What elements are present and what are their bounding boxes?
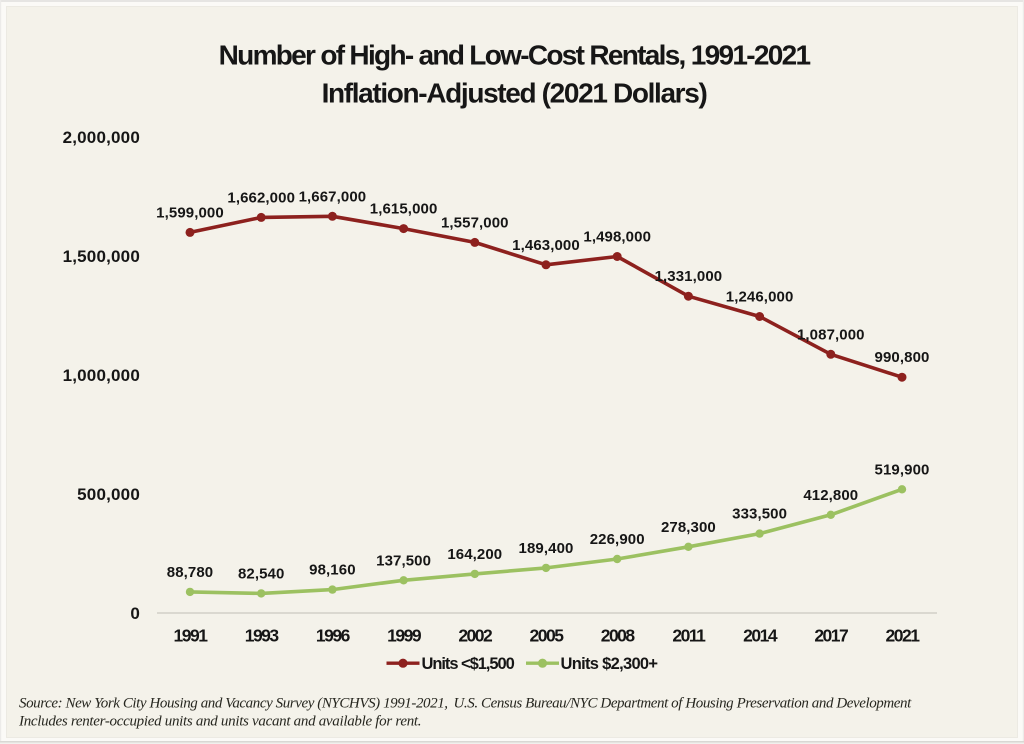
svg-text:990,800: 990,800	[875, 349, 930, 366]
svg-text:1991: 1991	[174, 626, 209, 646]
svg-text:1996: 1996	[316, 626, 351, 646]
svg-text:412,800: 412,800	[803, 487, 858, 504]
svg-text:2011: 2011	[672, 626, 706, 646]
svg-text:2002: 2002	[458, 626, 493, 646]
svg-text:519,900: 519,900	[875, 461, 930, 478]
svg-text:189,400: 189,400	[519, 540, 574, 557]
svg-text:Includes renter-occupied units: Includes renter-occupied units and units…	[18, 714, 421, 730]
svg-text:Inflation-Adjusted (2021 Dolla: Inflation-Adjusted (2021 Dollars)	[322, 78, 707, 109]
svg-text:Units <$1,500: Units <$1,500	[422, 655, 515, 673]
svg-text:333,500: 333,500	[732, 506, 787, 523]
svg-text:98,160: 98,160	[309, 562, 355, 579]
svg-text:1,000,000: 1,000,000	[63, 366, 140, 385]
svg-text:278,300: 278,300	[661, 519, 716, 536]
svg-text:164,200: 164,200	[447, 546, 502, 563]
svg-text:Source: New York City Housing: Source: New York City Housing and Vacanc…	[19, 696, 912, 712]
svg-text:2005: 2005	[530, 626, 565, 646]
svg-text:226,900: 226,900	[590, 531, 645, 548]
svg-text:1,331,000: 1,331,000	[655, 268, 723, 285]
svg-text:2017: 2017	[814, 626, 848, 646]
svg-text:2021: 2021	[886, 626, 921, 646]
svg-text:1,599,000: 1,599,000	[156, 204, 224, 221]
svg-text:88,780: 88,780	[167, 564, 213, 581]
svg-text:500,000: 500,000	[77, 485, 140, 504]
svg-text:1,667,000: 1,667,000	[299, 188, 367, 205]
svg-text:1999: 1999	[387, 626, 422, 646]
svg-text:82,540: 82,540	[238, 565, 284, 582]
svg-text:1,500,000: 1,500,000	[63, 247, 140, 266]
svg-text:1,662,000: 1,662,000	[227, 189, 295, 206]
svg-text:Units $2,300+: Units $2,300+	[561, 655, 658, 673]
svg-text:1,246,000: 1,246,000	[726, 289, 794, 306]
svg-text:1,557,000: 1,557,000	[441, 214, 509, 231]
svg-text:1,463,000: 1,463,000	[512, 237, 580, 254]
svg-text:Number of High- and Low-Cost R: Number of High- and Low-Cost Rentals, 19…	[219, 40, 811, 71]
svg-text:1,615,000: 1,615,000	[370, 201, 438, 218]
svg-text:137,500: 137,500	[376, 552, 431, 569]
svg-text:1,498,000: 1,498,000	[583, 229, 651, 246]
svg-text:1,087,000: 1,087,000	[797, 326, 865, 343]
svg-text:2008: 2008	[601, 626, 636, 646]
svg-text:0: 0	[130, 604, 140, 623]
svg-text:2,000,000: 2,000,000	[63, 128, 140, 147]
svg-text:2014: 2014	[743, 626, 778, 646]
svg-text:1993: 1993	[245, 626, 280, 646]
